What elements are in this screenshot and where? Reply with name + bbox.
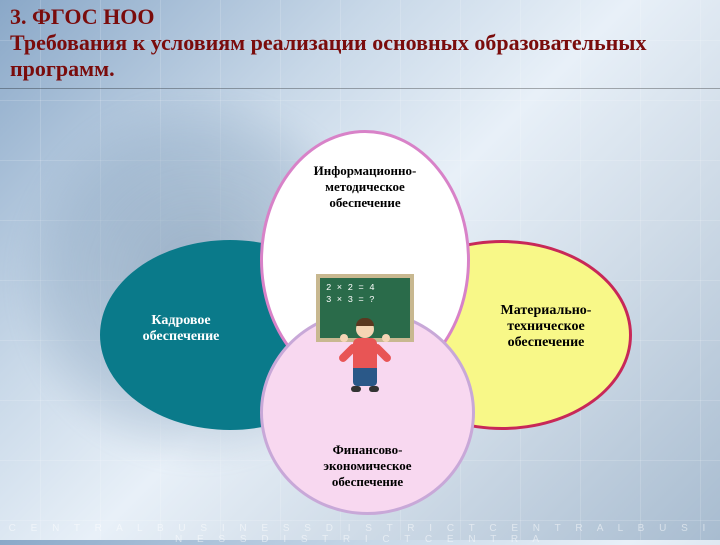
- student-figure: [350, 318, 380, 392]
- ellipse-left-label: Кадровое обеспечение: [121, 313, 241, 345]
- venn-diagram: Кадровое обеспечение Материально- технич…: [0, 0, 720, 540]
- chalkboard-text: 2 × 2 = 4 3 × 3 = ?: [320, 278, 410, 310]
- center-illustration: 2 × 2 = 4 3 × 3 = ?: [302, 268, 428, 394]
- ellipse-top-label: Информационно- методическое обеспечение: [263, 163, 467, 211]
- ellipse-right-label: Материально- техническое обеспечение: [481, 303, 611, 351]
- chalkboard-line-1: 2 × 2 = 4: [326, 282, 404, 294]
- chalkboard-line-2: 3 × 3 = ?: [326, 294, 404, 306]
- footer-watermark: C E N T R A L B U S I N E S S D I S T R …: [0, 520, 720, 540]
- ellipse-bottom-label: Финансово- экономическое обеспечение: [263, 442, 472, 490]
